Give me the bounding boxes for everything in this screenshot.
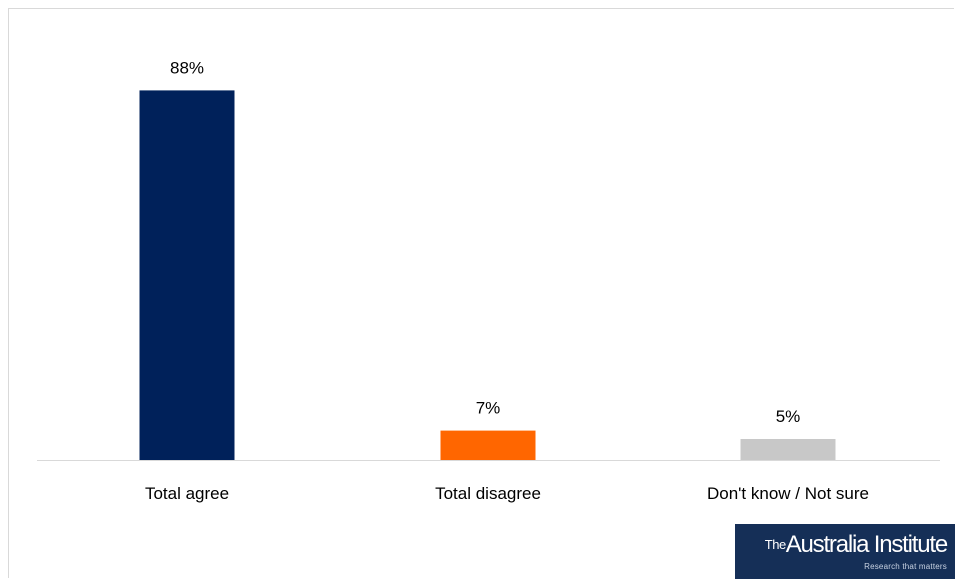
logo-wordmark: TheAustralia Institute [735, 531, 948, 561]
bars-group [139, 90, 836, 461]
bar-0 [139, 90, 235, 461]
chart-frame [8, 8, 954, 578]
data-label-1: 7% [476, 399, 501, 418]
bar-2 [740, 439, 836, 460]
data-label-2: 5% [776, 407, 801, 426]
australia-institute-logo: TheAustralia Institute Research that mat… [735, 524, 955, 579]
data-label-0: 88% [170, 58, 204, 77]
logo-name: Australia Institute [785, 531, 948, 558]
category-label-2: Don't know / Not sure [707, 484, 869, 503]
labels-group: 88% Total agree 7% Total disagree 5% Don't kn… [145, 58, 869, 503]
bar-1 [440, 430, 536, 460]
category-label-1: Total disagree [435, 484, 541, 503]
logo-prefix: The [764, 537, 786, 552]
logo-tagline: Research that matters [864, 562, 947, 571]
category-label-0: Total agree [145, 484, 229, 503]
